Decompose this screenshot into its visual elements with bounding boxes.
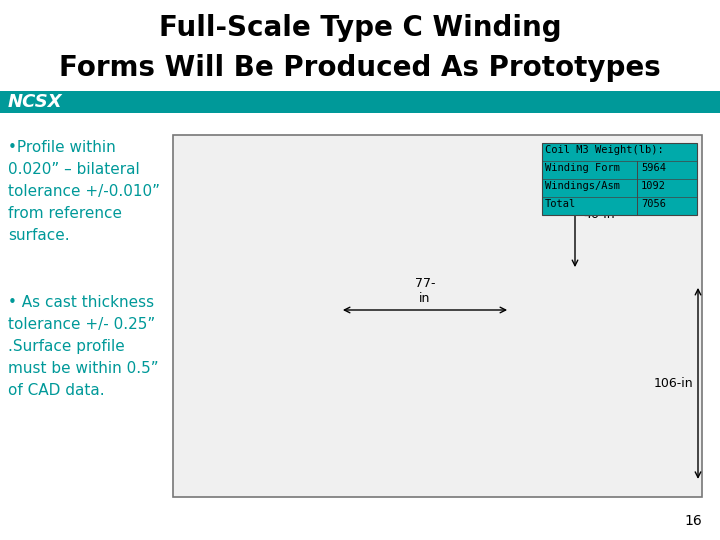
Text: 16: 16: [684, 514, 702, 528]
Bar: [0, 91, 720, 113]
Text: 46-in: 46-in: [583, 208, 615, 221]
Text: 7056: 7056: [641, 199, 666, 209]
Text: Coil M3 Weight(lb):: Coil M3 Weight(lb):: [545, 145, 664, 155]
Text: 77-
in: 77- in: [415, 277, 436, 305]
Bar: [542, 143, 697, 215]
Text: tolerance +/- 0.25”: tolerance +/- 0.25”: [8, 317, 156, 332]
Text: Total: Total: [545, 199, 576, 209]
Text: surface.: surface.: [8, 228, 70, 243]
Text: Winding Form: Winding Form: [545, 163, 620, 173]
Text: 5964: 5964: [641, 163, 666, 173]
Text: • As cast thickness: • As cast thickness: [8, 295, 154, 310]
Text: tolerance +/-0.010”: tolerance +/-0.010”: [8, 184, 160, 199]
Text: •Profile within: •Profile within: [8, 140, 116, 155]
Text: 0.020” – bilateral: 0.020” – bilateral: [8, 162, 140, 177]
Text: 106-in: 106-in: [653, 377, 693, 390]
Text: Windings/Asm: Windings/Asm: [545, 181, 620, 191]
Text: .Surface profile: .Surface profile: [8, 339, 125, 354]
Text: Full-Scale Type C Winding: Full-Scale Type C Winding: [158, 14, 562, 42]
Text: NCSX: NCSX: [8, 93, 63, 111]
Text: must be within 0.5”: must be within 0.5”: [8, 361, 158, 376]
Bar: [173, 135, 702, 497]
Text: from reference: from reference: [8, 206, 122, 221]
Text: 1092: 1092: [641, 181, 666, 191]
Text: of CAD data.: of CAD data.: [8, 383, 104, 398]
Text: Forms Will Be Produced As Prototypes: Forms Will Be Produced As Prototypes: [59, 54, 661, 82]
